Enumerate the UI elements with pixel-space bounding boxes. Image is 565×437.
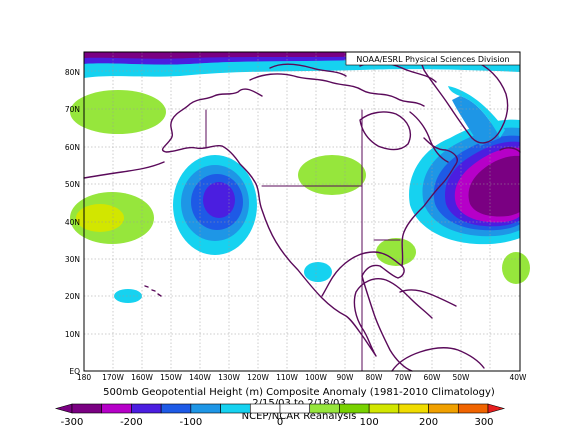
colorbar-label: 0 [277, 417, 283, 428]
atlantic-tropical-positive [502, 252, 530, 284]
subtropical-negative [114, 289, 142, 303]
north-negative-inner [84, 52, 380, 59]
colorbar-swatch [398, 403, 429, 414]
colorbar-swatch [160, 403, 192, 414]
colorbar-swatch [368, 403, 400, 414]
lat-label: 10N [65, 330, 80, 339]
colorbar-swatch [249, 403, 281, 414]
lat-label: 70N [65, 105, 80, 114]
colorbar-swatch [309, 403, 340, 414]
lon-label: 140W [189, 373, 211, 382]
lon-label: 50W [453, 373, 471, 382]
lon-label: 150W [160, 373, 182, 382]
colorbar-swatch [339, 403, 370, 414]
colorbar-arrow-low [54, 403, 73, 414]
pacific-positive-west-core [76, 204, 124, 232]
northern-europe-edge [499, 147, 521, 153]
colorbar-swatch [71, 403, 103, 414]
lon-label: 40W [510, 373, 528, 382]
central-positive [298, 155, 366, 195]
lat-label: 80N [65, 68, 80, 77]
map-frame [83, 51, 521, 372]
central-america [361, 275, 413, 372]
mexico-negative [304, 262, 332, 282]
colorbar-label: 200 [419, 417, 438, 428]
lat-label: 50N [65, 180, 80, 189]
lon-label: 120W [247, 373, 269, 382]
atlantic-negative-core [468, 155, 520, 217]
latitude-labels: EQ 10N 20N 30N 40N 50N 60N 70N 80N [65, 68, 80, 376]
colorbar-label: 300 [474, 417, 493, 428]
caption-date: 2/15/03 to 2/18/03 [252, 398, 346, 409]
lat-label: 20N [65, 292, 80, 301]
greenland-negative-arm [452, 96, 500, 146]
east-coast [401, 137, 458, 267]
hudson-bay [359, 111, 412, 151]
coastlines [83, 54, 521, 372]
lon-label: 90W [337, 373, 355, 382]
colorbar-swatch [190, 403, 221, 414]
lon-label: 80W [366, 373, 384, 382]
lon-label: 160W [131, 373, 153, 382]
lon-label: 130W [218, 373, 240, 382]
colorbar-label: -300 [61, 417, 84, 428]
caption: 500mb Geopotential Height (m) Composite … [103, 387, 495, 422]
colorbar-swatch [131, 403, 162, 414]
colorbar-label: 100 [360, 417, 379, 428]
aleutians [83, 161, 165, 179]
credit-text: NOAA/ESRL Physical Sciences Division [356, 55, 509, 64]
lat-label: 30N [65, 255, 80, 264]
lon-label: 180 [77, 373, 92, 382]
us-canada-border [205, 109, 401, 372]
lat-label: 40N [65, 218, 80, 227]
colorbar-swatch [279, 403, 311, 414]
lon-label: 110W [276, 373, 298, 382]
colorbar-swatch [101, 403, 132, 414]
lon-label: 170W [102, 373, 124, 382]
south-america-top [391, 347, 485, 372]
lat-label: EQ [69, 367, 80, 376]
lon-label: 60W [424, 373, 442, 382]
colorbar-label: -200 [120, 417, 143, 428]
lon-label: 70W [395, 373, 413, 382]
colorbar-swatch [428, 403, 459, 414]
lat-label: 60N [65, 143, 80, 152]
goa-negative-core [203, 182, 235, 218]
caribbean [399, 289, 457, 307]
baffin-labrador [409, 111, 449, 163]
longitude-labels: 180 170W 160W 150W 140W 130W 120W 110W 1… [77, 373, 527, 382]
colorbar-arrow-high [487, 403, 506, 414]
caption-title: 500mb Geopotential Height (m) Composite … [103, 387, 495, 398]
colorbar: -300 -200 -100 0 100 200 300 [54, 403, 506, 428]
colorbar-swatch [220, 403, 251, 414]
caption-source: NCEP/NCAR Reanalysis [242, 411, 357, 422]
lon-label: 100W [305, 373, 327, 382]
colorbar-label: -100 [180, 417, 203, 428]
north-america-coast [161, 88, 433, 357]
map-plot-area: NOAA/ESRL Physical Sciences Division [70, 51, 530, 372]
hawaii [144, 285, 162, 297]
graticule [84, 52, 520, 371]
colorbar-swatch [457, 403, 489, 414]
